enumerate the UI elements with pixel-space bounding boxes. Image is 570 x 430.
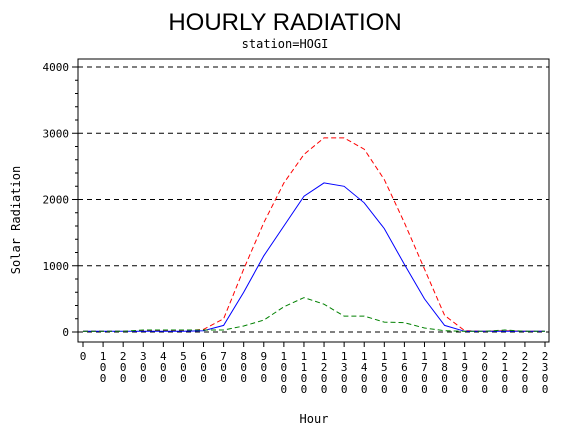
x-tick-label: 0: [80, 350, 87, 363]
chart-title: HOURLY RADIATION: [168, 9, 401, 36]
y-tick-label: 0: [62, 326, 69, 339]
y-tick-label: 4000: [43, 61, 70, 74]
y-tick-label: 3000: [43, 127, 70, 140]
y-tick-label: 2000: [43, 194, 70, 207]
y-tick-label: 1000: [43, 260, 70, 273]
gridlines: [78, 66, 549, 333]
plot-frame: [77, 58, 550, 343]
series-lines: [83, 137, 545, 332]
series-line-2: [83, 182, 545, 332]
y-axis-ticks: 0 1000 2000 3000 4000: [43, 61, 78, 339]
x-axis-ticks: 0 1 0 0 2 0 0 3 0 0 4 0 0 5 0 0 6 0 0 7 0 0 8 0 0 9 0 0 1 0 0 0 1 1 0 0 1 2 0 0…: [80, 342, 549, 396]
y-axis-label: Solar Radiation: [9, 166, 23, 274]
x-axis-label: Hour: [300, 412, 329, 426]
chart-subtitle: station=HOGI: [242, 37, 329, 51]
series-line-1: [83, 137, 545, 332]
series-line-3: [83, 297, 545, 332]
